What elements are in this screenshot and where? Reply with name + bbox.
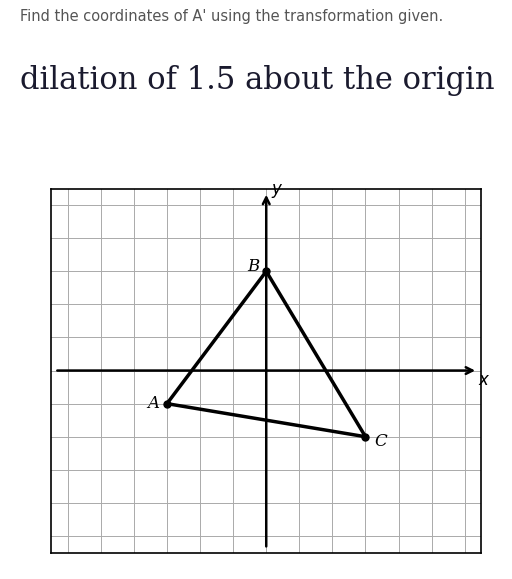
Text: B: B xyxy=(247,258,259,275)
Text: y: y xyxy=(271,179,281,197)
Text: dilation of 1.5 about the origin: dilation of 1.5 about the origin xyxy=(20,65,495,96)
Text: A: A xyxy=(148,395,160,412)
Text: x: x xyxy=(478,372,488,390)
Text: C: C xyxy=(374,433,387,450)
Text: Find the coordinates of A' using the transformation given.: Find the coordinates of A' using the tra… xyxy=(20,9,444,24)
